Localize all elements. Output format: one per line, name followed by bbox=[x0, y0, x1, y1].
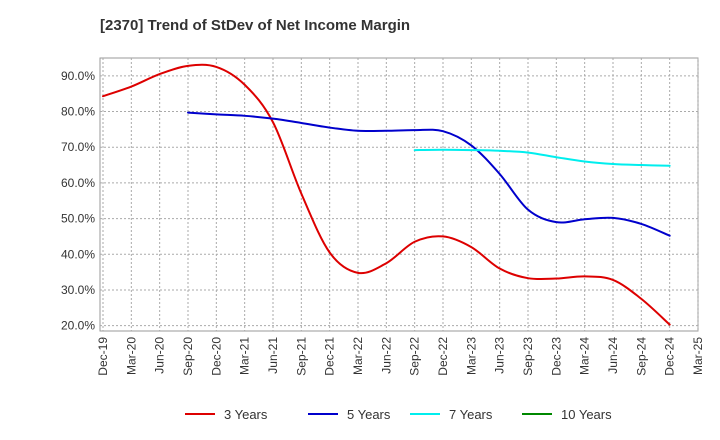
x-tick-label: Jun-20 bbox=[153, 337, 167, 374]
x-tick-label: Mar-24 bbox=[578, 337, 592, 375]
series-layer bbox=[102, 63, 671, 326]
x-tick-label: Mar-20 bbox=[124, 337, 138, 375]
grid-lines bbox=[100, 58, 699, 331]
x-axis-ticks: Dec-19 Mar-20 Jun-20 Sep-20 Dec-20 Mar-21 Jun-… bbox=[96, 337, 705, 376]
y-tick-label: 20.0% bbox=[61, 319, 95, 333]
x-tick-label: Sep-23 bbox=[521, 337, 535, 376]
legend-label: 3 Years bbox=[224, 407, 268, 422]
y-tick-label: 50.0% bbox=[61, 212, 95, 226]
x-tick-label: Jun-22 bbox=[379, 337, 393, 374]
x-tick-label: Jun-24 bbox=[606, 337, 620, 374]
legend-label: 7 Years bbox=[449, 407, 493, 422]
x-tick-label: Jun-23 bbox=[493, 337, 507, 374]
x-tick-label: Sep-22 bbox=[408, 337, 422, 376]
series-line-7-years bbox=[413, 148, 671, 167]
x-tick-label: Sep-20 bbox=[181, 337, 195, 376]
legend: 3 Years 5 Years 7 Years 10 Years bbox=[185, 407, 612, 422]
x-tick-label: Sep-21 bbox=[294, 337, 308, 376]
y-tick-label: 40.0% bbox=[61, 247, 95, 261]
plot-area bbox=[99, 57, 699, 332]
y-tick-label: 60.0% bbox=[61, 176, 95, 190]
y-axis-ticks: 20.0% 30.0% 40.0% 50.0% 60.0% 70.0% 80.0% 90.0% bbox=[61, 69, 95, 333]
x-tick-label: Dec-19 bbox=[96, 337, 110, 376]
y-tick-label: 70.0% bbox=[61, 140, 95, 154]
x-tick-label: Mar-22 bbox=[351, 337, 365, 375]
y-tick-label: 90.0% bbox=[61, 69, 95, 83]
series-line-5-years bbox=[187, 111, 671, 237]
x-tick-label: Mar-25 bbox=[691, 337, 705, 375]
x-tick-label: Mar-21 bbox=[238, 337, 252, 375]
x-tick-label: Dec-21 bbox=[323, 337, 337, 376]
legend-label: 10 Years bbox=[561, 407, 612, 422]
x-tick-label: Sep-24 bbox=[634, 337, 648, 376]
legend-label: 5 Years bbox=[347, 407, 391, 422]
series-line-3-years bbox=[102, 63, 671, 326]
chart-title: [2370] Trend of StDev of Net Income Marg… bbox=[100, 17, 410, 34]
y-tick-label: 80.0% bbox=[61, 105, 95, 119]
x-tick-label: Jun-21 bbox=[266, 337, 280, 374]
y-tick-label: 30.0% bbox=[61, 283, 95, 297]
x-tick-label: Dec-23 bbox=[549, 337, 563, 376]
x-tick-label: Mar-23 bbox=[464, 337, 478, 375]
x-tick-label: Dec-24 bbox=[663, 337, 677, 376]
x-tick-label: Dec-22 bbox=[436, 337, 450, 376]
x-tick-label: Dec-20 bbox=[209, 337, 223, 376]
